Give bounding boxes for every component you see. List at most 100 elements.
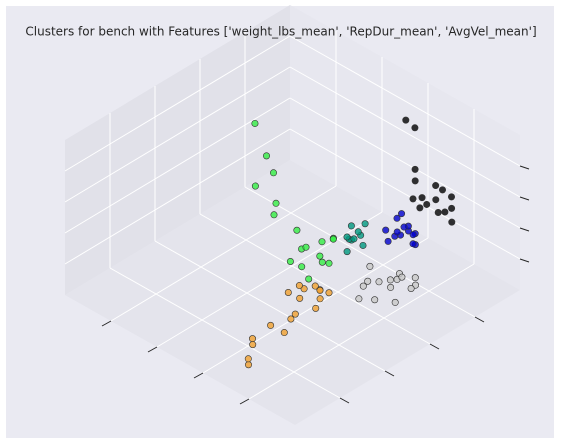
- point: [411, 124, 419, 132]
- point: [325, 259, 333, 267]
- grid-line: [156, 211, 383, 348]
- tick-mark: [519, 227, 530, 232]
- grid-line: [199, 213, 431, 345]
- point: [318, 238, 326, 246]
- point: [386, 276, 394, 284]
- point: [359, 282, 367, 290]
- point: [402, 116, 410, 124]
- point: [329, 235, 337, 243]
- point: [316, 295, 324, 303]
- grid-line: [244, 186, 476, 318]
- grid-line: [289, 97, 521, 229]
- point: [291, 310, 299, 318]
- point: [400, 223, 408, 231]
- point: [270, 211, 278, 219]
- point: [305, 275, 313, 283]
- point: [409, 240, 417, 248]
- point: [269, 169, 277, 177]
- point: [311, 282, 319, 290]
- point: [434, 209, 442, 217]
- point: [280, 329, 288, 337]
- grid-line: [109, 267, 341, 399]
- tick-mark: [193, 372, 204, 379]
- point: [371, 296, 379, 304]
- point: [300, 285, 308, 293]
- right-pane: [290, 5, 520, 290]
- grid-line: [289, 35, 521, 167]
- chart-title: Clusters for bench with Features ['weigh…: [25, 25, 536, 39]
- point: [361, 220, 369, 228]
- point: [398, 210, 406, 218]
- point: [366, 262, 374, 270]
- point: [312, 304, 320, 312]
- grid-line: [154, 240, 386, 372]
- point: [249, 341, 257, 349]
- point: [432, 182, 440, 190]
- point: [391, 298, 399, 306]
- tick-mark: [239, 398, 250, 405]
- point: [355, 295, 363, 303]
- point: [343, 233, 351, 241]
- point: [359, 241, 367, 249]
- point: [343, 248, 351, 256]
- point: [384, 237, 392, 245]
- grid-line: [289, 128, 521, 260]
- point: [447, 193, 455, 201]
- point: [316, 286, 324, 294]
- point: [364, 277, 372, 285]
- point: [245, 361, 253, 369]
- point: [287, 315, 295, 323]
- point: [244, 355, 252, 363]
- point: [393, 228, 401, 236]
- tick-mark: [429, 343, 440, 350]
- point: [272, 199, 280, 207]
- grid-line: [64, 97, 291, 234]
- grid-line: [289, 66, 521, 198]
- point: [249, 335, 257, 343]
- tick-mark: [339, 397, 350, 404]
- grid-line: [64, 66, 291, 203]
- grid-line: [248, 263, 475, 400]
- point: [350, 235, 358, 243]
- point: [302, 243, 310, 251]
- tick-mark: [101, 320, 112, 327]
- point: [295, 282, 303, 290]
- point: [284, 288, 292, 296]
- tick-mark: [519, 258, 530, 263]
- point: [438, 186, 446, 194]
- point: [298, 263, 306, 271]
- point: [251, 182, 259, 190]
- point: [354, 228, 362, 236]
- point: [262, 152, 270, 160]
- point: [387, 283, 395, 291]
- point: [448, 204, 456, 212]
- point: [409, 231, 417, 239]
- point: [393, 214, 401, 222]
- point: [411, 177, 419, 185]
- point: [293, 226, 301, 234]
- tick-mark: [384, 370, 395, 377]
- point: [411, 274, 419, 282]
- point: [347, 222, 355, 230]
- point: [418, 194, 426, 202]
- point: [316, 252, 324, 260]
- point: [411, 165, 419, 173]
- left-pane: [65, 5, 290, 295]
- tick-mark: [147, 346, 158, 353]
- point: [286, 257, 294, 265]
- point: [416, 204, 424, 212]
- point: [407, 284, 415, 292]
- point: [325, 289, 333, 297]
- point: [382, 226, 390, 234]
- point: [398, 273, 406, 281]
- point: [448, 218, 456, 226]
- point: [375, 278, 383, 286]
- point: [267, 321, 275, 329]
- grid-line: [64, 35, 291, 172]
- point: [409, 195, 417, 203]
- point: [296, 294, 304, 302]
- point: [441, 208, 449, 216]
- point: [423, 200, 431, 208]
